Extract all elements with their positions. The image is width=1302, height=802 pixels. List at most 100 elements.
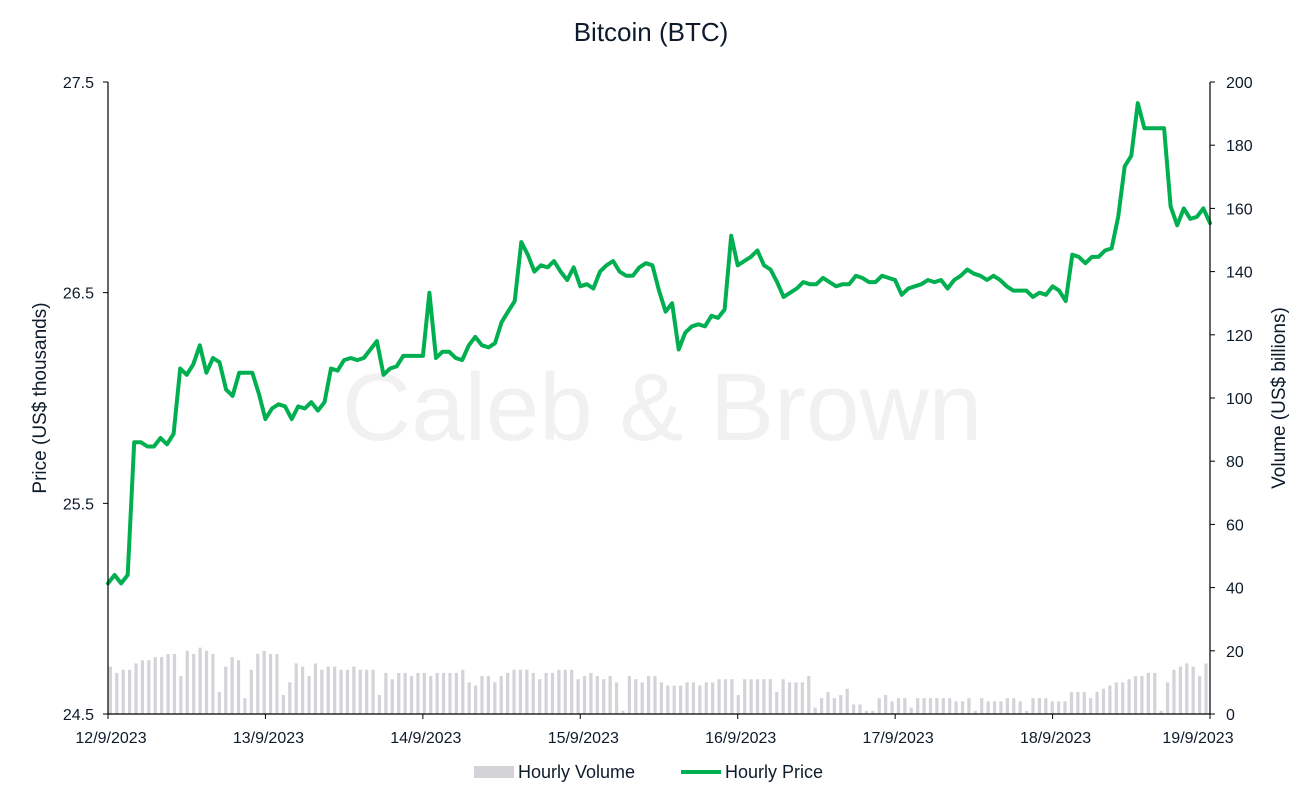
volume-bar [576, 679, 580, 714]
volume-bar [749, 679, 753, 714]
volume-bar [1159, 710, 1163, 714]
volume-bar [480, 676, 484, 714]
volume-bar [409, 676, 414, 714]
volume-bar [550, 672, 555, 714]
x-tick-label: 16/9/2023 [705, 730, 776, 747]
volume-bar [743, 679, 747, 714]
volume-bar [160, 657, 164, 714]
price-line [106, 101, 1212, 586]
volume-bar [871, 710, 875, 714]
volume-bar [736, 695, 740, 714]
volume-bar [1050, 701, 1054, 714]
volume-bar [1146, 672, 1150, 714]
volume-bar [230, 657, 234, 714]
volume-bar [1121, 682, 1125, 714]
right-tick-label: 20 [1226, 644, 1244, 661]
right-tick-label: 140 [1226, 265, 1253, 282]
volume-bar [1114, 682, 1118, 714]
volume-bar [1153, 672, 1157, 714]
volume-bar [397, 672, 401, 714]
volume-bar [454, 672, 458, 714]
volume-bar [768, 679, 772, 714]
volume-bar [243, 698, 247, 714]
volume-bar [1089, 698, 1093, 714]
volume-bar [909, 707, 913, 714]
x-tick-label: 18/9/2023 [1020, 730, 1091, 747]
volume-bar [685, 682, 689, 714]
volume-bar [307, 676, 311, 714]
volume-bar [787, 682, 792, 714]
volume-bar [922, 698, 926, 714]
volume-bar [339, 669, 343, 714]
volume-bar [602, 679, 606, 714]
volume-bar [153, 657, 157, 714]
volume-bar [288, 682, 292, 714]
volume-bar [313, 663, 318, 714]
chart-title: Bitcoin (BTC) [574, 17, 729, 47]
volume-bar [333, 666, 337, 714]
volume-bar [294, 663, 298, 714]
volume-bar [935, 698, 939, 714]
volume-bar [589, 672, 593, 714]
volume-bar [890, 701, 894, 714]
volume-bar [679, 685, 683, 714]
volume-bar [1012, 698, 1016, 714]
volume-bar [268, 653, 273, 714]
volume-bar [358, 669, 362, 714]
volume-bar [461, 669, 465, 714]
volume-bar [185, 650, 189, 714]
legend-label-price: Hourly Price [725, 762, 823, 782]
volume-bar [435, 672, 439, 714]
volume-bar [493, 682, 497, 714]
right-tick-label: 180 [1226, 138, 1253, 155]
volume-bar [826, 691, 830, 714]
x-axis-ticks: 12/9/2023 13/9/2023 14/9/2023 15/9/2023 16/9… [75, 714, 1234, 747]
volume-bar [147, 660, 151, 714]
volume-bar [1185, 663, 1189, 714]
volume-bar [390, 679, 394, 714]
volume-bar [128, 669, 132, 714]
right-tick-label: 60 [1226, 517, 1244, 534]
volume-bar [973, 710, 977, 714]
left-tick-label: 26.5 [63, 286, 94, 303]
volume-bar [538, 679, 542, 714]
volume-bar [800, 682, 804, 714]
volume-bar [172, 653, 177, 714]
volume-bar [512, 669, 516, 714]
volume-bar [903, 698, 907, 714]
volume-bar [717, 679, 721, 714]
volume-bar [224, 666, 228, 714]
volume-bar [211, 653, 215, 714]
volume-bar [262, 650, 266, 714]
volume-bar [884, 695, 888, 714]
volume-bar [474, 685, 478, 714]
volume-bar [781, 679, 785, 714]
volume-bar [1165, 682, 1170, 714]
volume-bar [249, 669, 253, 714]
volume-bar [992, 701, 997, 714]
volume-bar [525, 669, 529, 714]
volume-bar [217, 691, 221, 714]
left-axis-title: Price (US$ thousands) [30, 302, 51, 493]
volume-bar [582, 676, 587, 714]
left-tick-label: 24.5 [63, 707, 94, 724]
volume-bar [499, 676, 503, 714]
volume-bar [1063, 701, 1067, 714]
volume-bar [557, 669, 561, 714]
volume-bar [1172, 669, 1176, 714]
volume-bar [570, 669, 574, 714]
volume-bar [486, 676, 491, 714]
right-tick-label: 80 [1226, 454, 1244, 471]
x-tick-label: 17/9/2023 [863, 730, 934, 747]
volume-bar [281, 695, 285, 714]
volume-bar [832, 698, 836, 714]
volume-bar [377, 695, 382, 714]
volume-bar [121, 669, 125, 714]
left-axis-ticks: 24.5 25.5 26.5 27.5 [63, 75, 108, 724]
volume-bar [1037, 698, 1042, 714]
right-tick-label: 120 [1226, 328, 1253, 345]
x-tick-label: 15/9/2023 [548, 730, 619, 747]
volume-bar [416, 672, 420, 714]
volume-bar [916, 698, 920, 714]
right-tick-label: 0 [1226, 707, 1235, 724]
